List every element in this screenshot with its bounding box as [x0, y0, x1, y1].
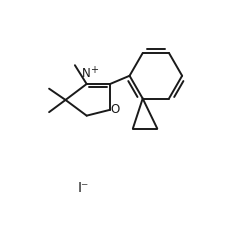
- Text: +: +: [90, 65, 98, 75]
- Text: I⁻: I⁻: [77, 181, 89, 195]
- Text: N: N: [82, 67, 91, 80]
- Text: O: O: [111, 103, 120, 116]
